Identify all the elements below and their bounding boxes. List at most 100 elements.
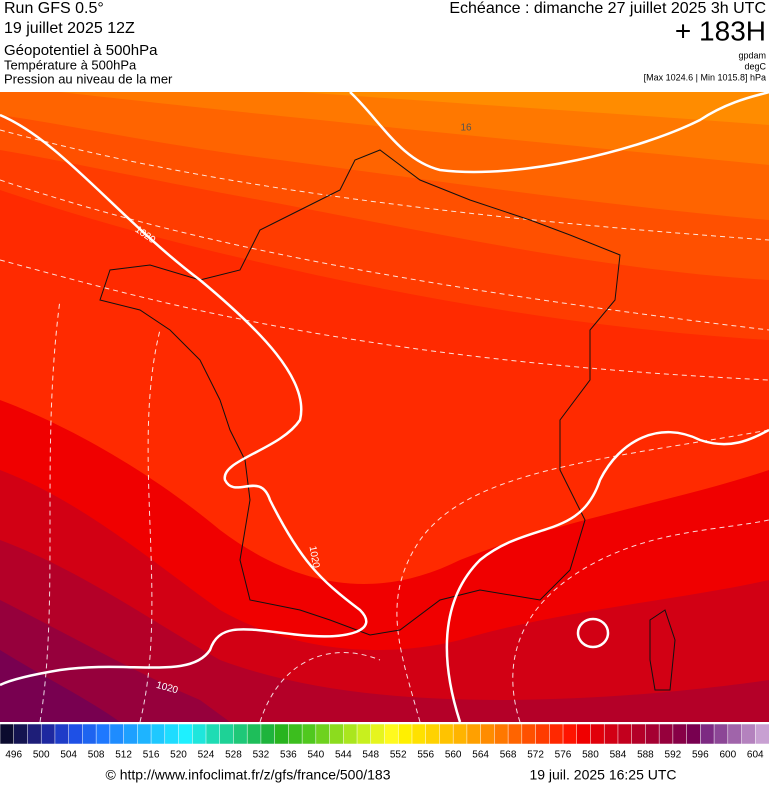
legend-swatch [205,723,221,745]
legend-swatch [755,723,769,745]
legend-swatch [507,723,523,745]
legend-swatch [425,723,440,745]
field-geopotential: Géopotentiel à 500hPa [4,42,158,59]
legend-swatch [411,723,427,745]
legend-swatch [40,723,56,745]
legend-label: 524 [198,750,215,761]
legend-swatch [576,723,592,745]
legend-swatch [700,723,715,745]
contour-label: 16 [460,123,472,134]
legend-swatch [0,723,15,745]
temperature-line [259,652,381,722]
legend-swatch [150,723,166,745]
footer-date: 19 juil. 2025 16:25 UTC [529,767,676,783]
legend-label: 544 [335,750,352,761]
legend-label: 500 [33,750,50,761]
legend-swatch [233,723,248,745]
legend-label: 536 [280,750,297,761]
legend-swatch [727,723,743,745]
legend-swatch [658,723,674,745]
legend-swatch [356,723,372,745]
legend-label: 508 [88,750,105,761]
legend-swatch [95,723,111,745]
legend-swatch [219,723,234,745]
legend-label: 584 [610,750,627,761]
temperature-line [39,299,61,722]
isobar [576,617,610,649]
geopotential-line [0,129,769,241]
field-pressure: Pression au niveau de la mer [4,71,173,86]
legend-swatch [741,723,756,745]
legend-swatch [123,723,138,745]
geopotential-line [0,259,769,381]
legend-swatch [535,723,550,745]
legend-label: 504 [60,750,77,761]
legend-swatch [397,723,413,745]
legend-swatch [54,723,70,745]
legend-swatch [178,723,193,745]
legend-swatch [246,723,262,745]
legend-label: 600 [719,750,736,761]
run-label: Run GFS 0.5° [4,0,104,17]
country-outline [99,149,621,636]
legend-swatch [260,723,276,745]
legend-swatch [590,723,605,745]
legend-label: 532 [253,750,270,761]
legend-label: 572 [527,750,544,761]
legend-swatch [13,723,29,745]
legend-label: 556 [417,750,434,761]
temperature-line [139,329,161,722]
legend-label: 604 [747,750,764,761]
legend-label: 568 [500,750,517,761]
legend-swatch [164,723,180,745]
color-legend: 496 500 504 508 512 516 520 524 528 532 536 540 544 5… [0,723,769,761]
isobar [0,113,368,687]
legend-swatch [137,723,152,745]
legend-swatch [329,723,344,745]
field-band [0,650,120,722]
unit-degc: degC [744,61,766,71]
legend-swatch [494,723,509,745]
forecast-hour: + 183H [675,15,766,46]
footer-source: © http://www.infoclimat.fr/z/gfs/france/… [106,767,391,783]
legend-swatch [192,723,207,745]
legend-swatch [549,723,564,745]
legend-label: 540 [307,750,324,761]
map: 1020 1020 1020 16 [0,92,769,722]
legend-swatch [315,723,331,745]
legend-swatch [603,723,619,745]
legend-swatch [109,723,125,745]
legend-swatch [480,723,495,745]
header: Run GFS 0.5° 19 juillet 2025 12Z Géopote… [4,0,767,86]
legend-swatch [713,723,729,745]
legend-label: 520 [170,750,187,761]
temperature-line [396,429,769,722]
run-date: 19 juillet 2025 12Z [4,20,135,37]
legend-swatch [631,723,646,745]
legend-swatch [370,723,386,745]
geopotential-line [0,179,769,331]
legend-label: 516 [143,750,160,761]
field-temperature: Température à 500hPa [4,57,137,72]
legend-label: 560 [445,750,462,761]
legend-swatch [686,723,701,745]
legend-swatch [672,723,688,745]
legend-swatch [466,723,482,745]
legend-label: 496 [5,750,22,761]
legend-label: 552 [390,750,407,761]
legend-swatch [82,723,97,745]
pressure-range: [Max 1024.6 | Min 1015.8] hPa [644,72,766,82]
island-outline [649,609,676,691]
legend-label: 512 [115,750,132,761]
field-band [0,540,769,722]
legend-label: 528 [225,750,242,761]
legend-label: 580 [582,750,599,761]
legend-label: 548 [362,750,379,761]
unit-gpdam: gpdam [738,50,766,60]
legend-swatch [384,723,399,745]
forecast-time: Echéance : dimanche 27 juillet 2025 3h U… [449,0,766,17]
legend-swatch [645,723,660,745]
legend-swatch [562,723,578,745]
